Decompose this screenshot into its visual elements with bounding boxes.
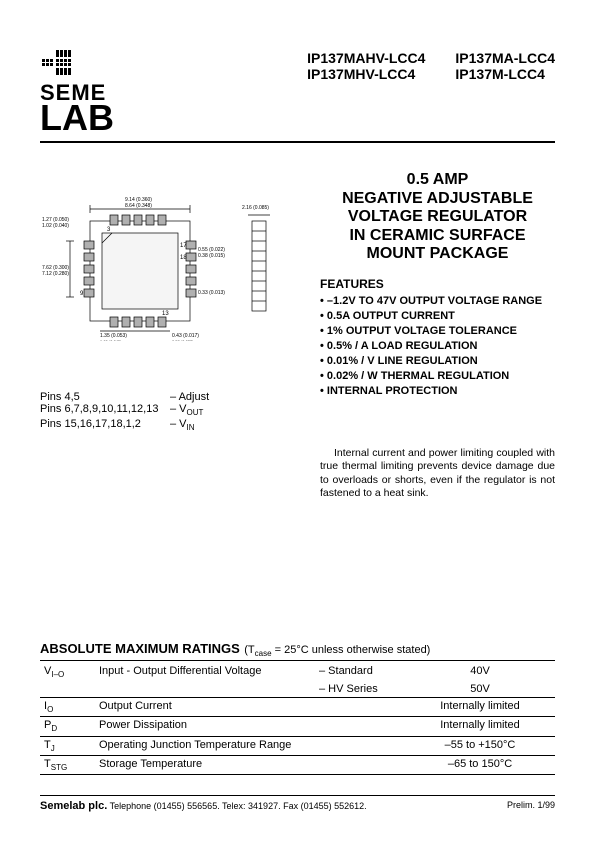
ratings-table: VI–OInput - Output Differential Voltage–… bbox=[40, 663, 555, 775]
table-row: PDPower DissipationInternally limited bbox=[40, 717, 555, 736]
part-num: IP137MAHV-LCC4 bbox=[307, 50, 425, 66]
feature-item: 0.01% / V LINE REGULATION bbox=[320, 355, 555, 367]
svg-text:18: 18 bbox=[180, 255, 187, 261]
features-heading: FEATURES bbox=[320, 277, 555, 291]
description-text: Internal current and power limiting coup… bbox=[320, 447, 555, 500]
features-list: –1.2V TO 47V OUTPUT VOLTAGE RANGE 0.5A O… bbox=[320, 295, 555, 397]
divider bbox=[40, 660, 555, 661]
svg-text:1.02 (0.040): 1.02 (0.040) bbox=[42, 223, 69, 229]
feature-item: 0.5% / A LOAD REGULATION bbox=[320, 340, 555, 352]
ratings-section: ABSOLUTE MAXIMUM RATINGS (Tcase = 25°C u… bbox=[40, 640, 555, 775]
table-row: IOOutput CurrentInternally limited bbox=[40, 698, 555, 717]
logo: SEME LAB bbox=[40, 50, 180, 133]
svg-text:1.15 (0.045): 1.15 (0.045) bbox=[100, 339, 122, 341]
part-numbers: IP137MAHV-LCC4 IP137MHV-LCC4 IP137MA-LCC… bbox=[307, 50, 555, 82]
svg-text:7.12 (0.280): 7.12 (0.280) bbox=[42, 271, 69, 277]
svg-text:0.33 (0.013): 0.33 (0.013) bbox=[198, 290, 225, 296]
side-view-icon: 2.16 (0.085) bbox=[240, 201, 280, 321]
pin-list: Pins 6,7,8,9,10,11,12,13 bbox=[40, 403, 170, 417]
logo-text-line2: LAB bbox=[40, 103, 180, 134]
feature-item: 0.5A OUTPUT CURRENT bbox=[320, 310, 555, 322]
svg-text:2.16 (0.085): 2.16 (0.085) bbox=[242, 205, 269, 211]
pin-list: Pins 4,5 bbox=[40, 391, 170, 403]
svg-text:9: 9 bbox=[80, 291, 84, 297]
svg-text:8.64 (0.348): 8.64 (0.348) bbox=[125, 203, 152, 209]
pin-fn: – Adjust bbox=[170, 391, 209, 403]
svg-text:0.58 (0.023): 0.58 (0.023) bbox=[172, 339, 194, 341]
part-num: IP137MHV-LCC4 bbox=[307, 66, 425, 82]
header: SEME LAB IP137MAHV-LCC4 IP137MHV-LCC4 IP… bbox=[40, 50, 555, 133]
table-row: TSTGStorage Temperature–65 to 150°C bbox=[40, 755, 555, 774]
divider bbox=[40, 141, 555, 143]
pin-fn: – VOUT bbox=[170, 403, 203, 417]
footer: Semelab plc. Telephone (01455) 556565. T… bbox=[40, 795, 555, 812]
package-outline-icon: 9.14 (0.360)8.64 (0.348) 1.27 (0.050)1.0… bbox=[40, 191, 230, 341]
logo-mark-icon bbox=[42, 50, 76, 76]
table-row: TJOperating Junction Temperature Range–5… bbox=[40, 736, 555, 755]
pin-assignment-table: Pins 4,5 – Adjust Pins 6,7,8,9,10,11,12,… bbox=[40, 391, 310, 431]
footer-revision: Prelim. 1/99 bbox=[507, 800, 555, 812]
feature-item: 0.02% / W THERMAL REGULATION bbox=[320, 370, 555, 382]
divider bbox=[40, 795, 555, 796]
table-row: VI–OInput - Output Differential Voltage–… bbox=[40, 663, 555, 681]
svg-text:13: 13 bbox=[162, 311, 169, 317]
product-title: 0.5 AMP NEGATIVE ADJUSTABLE VOLTAGE REGU… bbox=[320, 171, 555, 263]
ratings-heading: ABSOLUTE MAXIMUM RATINGS bbox=[40, 641, 240, 656]
svg-text:17: 17 bbox=[180, 243, 187, 249]
feature-item: INTERNAL PROTECTION bbox=[320, 385, 555, 397]
pin-fn: – VIN bbox=[170, 418, 195, 432]
part-num: IP137M-LCC4 bbox=[455, 66, 555, 82]
ratings-condition: (Tcase = 25°C unless otherwise stated) bbox=[244, 644, 430, 656]
part-num: IP137MA-LCC4 bbox=[455, 50, 555, 66]
package-diagram: 9.14 (0.360)8.64 (0.348) 1.27 (0.050)1.0… bbox=[40, 191, 310, 341]
svg-text:3: 3 bbox=[107, 227, 111, 233]
feature-item: 1% OUTPUT VOLTAGE TOLERANCE bbox=[320, 325, 555, 337]
pin-list: Pins 15,16,17,18,1,2 bbox=[40, 418, 170, 432]
feature-item: –1.2V TO 47V OUTPUT VOLTAGE RANGE bbox=[320, 295, 555, 307]
svg-text:0.38 (0.015): 0.38 (0.015) bbox=[198, 253, 225, 259]
footer-company: Semelab plc. Telephone (01455) 556565. T… bbox=[40, 800, 367, 812]
table-row: – HV Series50V bbox=[40, 681, 555, 698]
